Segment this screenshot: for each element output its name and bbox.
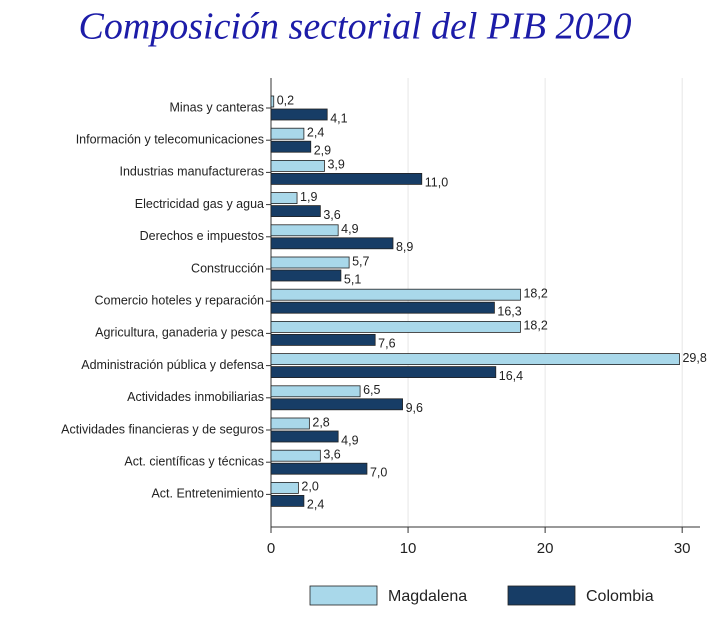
value-label: 18,2 <box>523 319 547 333</box>
value-label: 8,9 <box>396 240 413 254</box>
value-label: 4,9 <box>341 222 358 236</box>
x-tick-label: 20 <box>537 540 554 557</box>
value-label: 16,4 <box>499 369 523 383</box>
x-tick-label: 10 <box>400 540 417 557</box>
value-label: 0,2 <box>277 93 294 107</box>
bar <box>270 288 521 301</box>
value-label: 9,6 <box>406 401 423 415</box>
bar <box>270 237 394 250</box>
bar <box>270 269 342 282</box>
bar <box>270 192 298 205</box>
bar <box>270 172 423 185</box>
value-label: 11,0 <box>425 176 448 190</box>
bar <box>270 481 299 494</box>
bar <box>270 108 328 121</box>
bar <box>270 205 321 218</box>
value-label: 3,9 <box>327 158 344 172</box>
value-label: 16,3 <box>497 304 521 318</box>
chart-title: Composición sectorial del PIB 2020 <box>78 6 631 48</box>
bar <box>270 494 305 507</box>
y-tick-label: Minas y canteras <box>170 100 264 114</box>
y-tick-label: Comercio hoteles y reparación <box>94 293 264 307</box>
bar <box>270 127 305 140</box>
value-label: 7,6 <box>378 337 395 351</box>
value-label: 5,7 <box>352 254 369 268</box>
legend-swatch <box>507 585 576 606</box>
y-tick-label: Información y telecomunicaciones <box>76 132 264 146</box>
value-label: 18,2 <box>523 286 547 300</box>
bar <box>270 417 310 430</box>
value-label: 2,4 <box>307 125 324 139</box>
legend-label: Colombia <box>586 588 654 605</box>
value-label: 3,6 <box>323 208 340 222</box>
y-tick-label: Construcción <box>191 261 264 275</box>
y-tick-label: Actividades financieras y de seguros <box>61 422 264 436</box>
value-label: 29,8 <box>682 351 706 365</box>
bar <box>270 366 497 379</box>
y-tick-label: Actividades inmobiliarias <box>127 390 264 404</box>
legend-label: Magdalena <box>388 588 467 605</box>
x-tick-label: 0 <box>267 540 275 557</box>
value-label: 2,9 <box>314 143 331 157</box>
value-label: 4,1 <box>330 111 347 125</box>
bar <box>270 320 521 333</box>
y-tick-label: Electricidad gas y agua <box>135 197 264 211</box>
y-tick-label: Industrias manufactureras <box>119 165 264 179</box>
bar <box>270 224 339 237</box>
value-label: 3,6 <box>323 447 340 461</box>
bar <box>270 398 403 411</box>
y-tick-label: Agricultura, ganaderia y pesca <box>95 326 264 340</box>
bar <box>270 430 339 443</box>
y-tick-label: Act. científicas y técnicas <box>124 454 264 468</box>
value-label: 1,9 <box>300 190 317 204</box>
legend-swatch <box>309 585 378 606</box>
bar <box>270 333 376 346</box>
bar <box>270 159 325 172</box>
bar <box>270 462 368 475</box>
y-tick-label: Derechos e impuestos <box>140 229 264 243</box>
value-label: 5,1 <box>344 272 361 286</box>
y-tick-label: Administración pública y defensa <box>81 358 264 372</box>
bar <box>270 353 680 366</box>
bar <box>270 385 361 398</box>
value-label: 4,9 <box>341 433 358 447</box>
bar <box>270 301 495 314</box>
bar <box>270 256 350 269</box>
bar <box>270 449 321 462</box>
y-tick-label: Act. Entretenimiento <box>151 487 264 501</box>
bar <box>270 95 275 108</box>
x-tick-label: 30 <box>674 540 691 557</box>
value-label: 7,0 <box>370 465 387 479</box>
value-label: 2,0 <box>301 480 318 494</box>
value-label: 2,4 <box>307 498 324 512</box>
value-label: 2,8 <box>312 415 329 429</box>
bar <box>270 140 312 153</box>
value-label: 6,5 <box>363 383 380 397</box>
